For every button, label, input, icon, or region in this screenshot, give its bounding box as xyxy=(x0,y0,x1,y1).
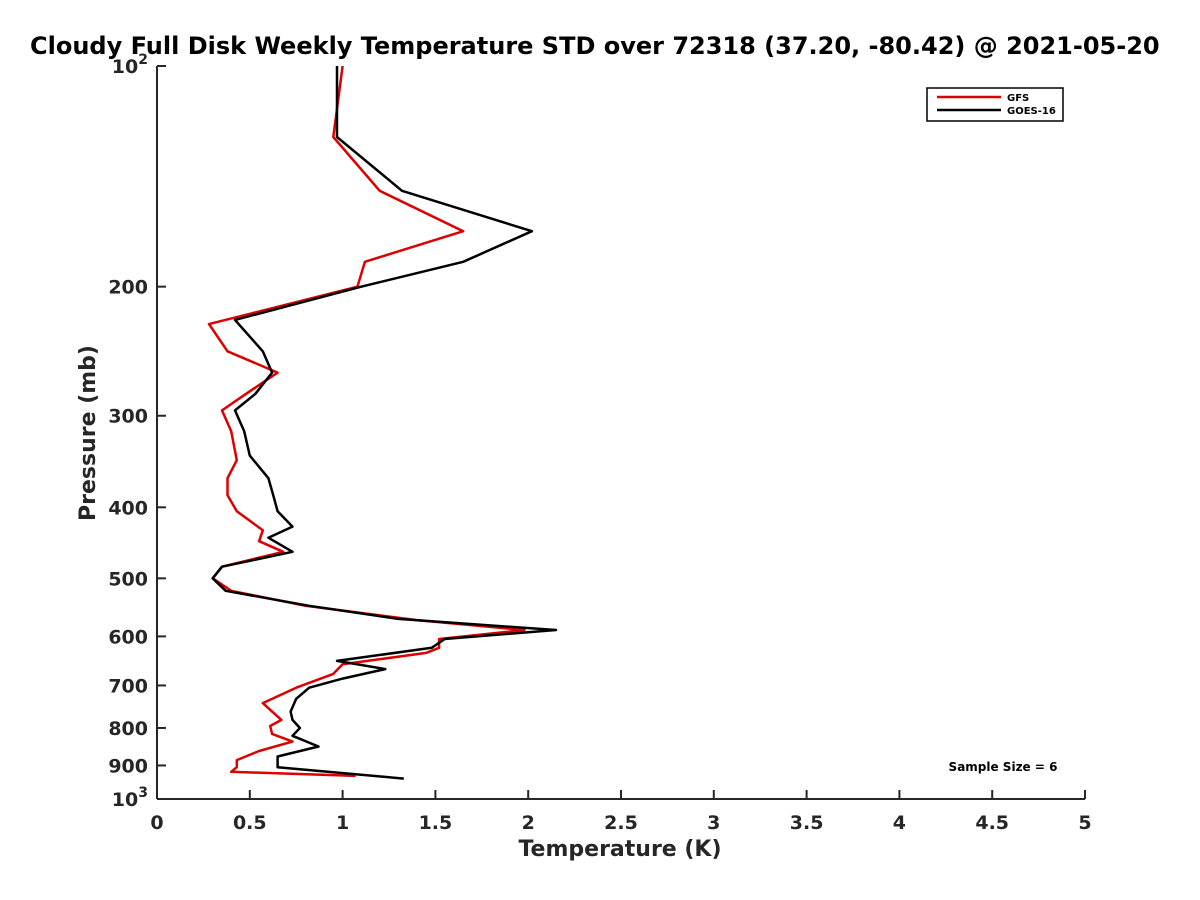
y-tick-label: 300 xyxy=(108,406,148,428)
series-line-gfs xyxy=(207,65,526,778)
y-tick-label: 500 xyxy=(108,568,148,590)
y-tick-label: 700 xyxy=(108,675,148,697)
y-tick-label: 900 xyxy=(108,755,148,777)
x-tick-label: 1.5 xyxy=(419,812,453,834)
x-tick-label: 2 xyxy=(522,812,535,834)
y-tick-label: 800 xyxy=(108,718,148,740)
x-tick-label: 1 xyxy=(336,812,349,834)
x-tick-label: 5 xyxy=(1078,812,1091,834)
x-tick-label: 4 xyxy=(893,812,906,834)
y-tick-label: 600 xyxy=(108,626,148,648)
x-tick-label: 2.5 xyxy=(604,812,638,834)
y-axis-ticks: 102 200 300 400 500 600 700 800 900 103 xyxy=(108,52,166,811)
y-axis-label: Pressure (mb) xyxy=(76,345,101,521)
legend-label-gfs: GFS xyxy=(1007,93,1029,104)
x-tick-label: 0 xyxy=(150,812,163,834)
y-tick-label: 400 xyxy=(108,497,148,519)
legend-label-goes-16: GOES-16 xyxy=(1007,106,1056,117)
x-tick-label: 3 xyxy=(707,812,720,834)
x-axis-label: Temperature (K) xyxy=(518,837,721,862)
legend-box xyxy=(926,87,1064,122)
x-tick-label: 0.5 xyxy=(233,812,267,834)
y-tick-label: 200 xyxy=(108,277,148,299)
sample-size-annotation: Sample Size = 6 xyxy=(949,760,1058,774)
x-tick-label: 3.5 xyxy=(790,812,824,834)
legend: GFS GOES-16 xyxy=(926,87,1064,122)
x-tick-label: 4.5 xyxy=(975,812,1009,834)
x-axis-ticks: 0 0.5 1 1.5 2 2.5 3 3.5 4 4.5 5 xyxy=(150,790,1092,834)
plot-area xyxy=(156,65,1085,800)
y-tick-label: 102 xyxy=(112,52,148,78)
chart-title: Cloudy Full Disk Weekly Temperature STD … xyxy=(30,32,1160,60)
series-line-goes-16 xyxy=(211,66,558,780)
y-tick-label: 103 xyxy=(112,785,148,811)
